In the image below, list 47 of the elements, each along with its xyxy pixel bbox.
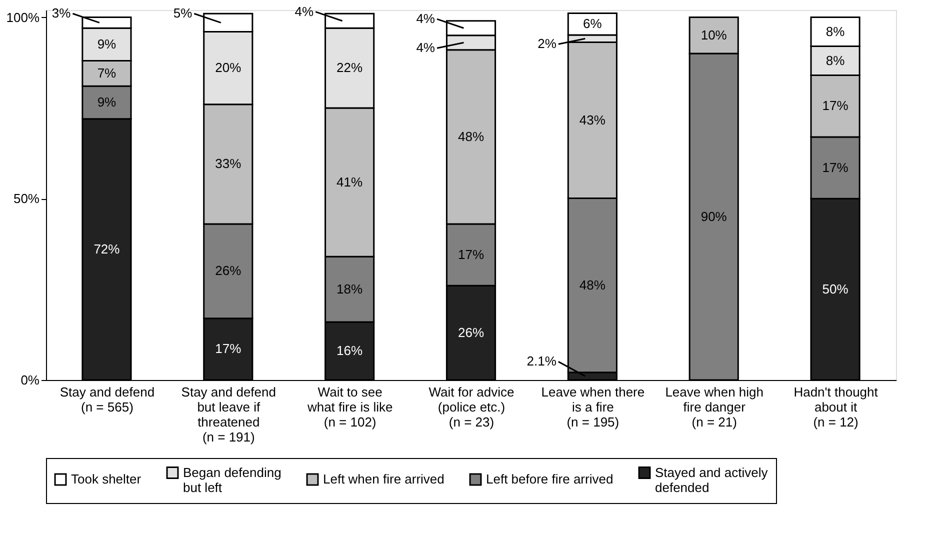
x-tick-label: Stay and defend (n = 565) [60,384,155,414]
data-label: 20% [215,60,242,76]
data-label: 50% [822,281,849,296]
legend-label: Stayed and actively defended [655,464,768,495]
data-label: 48% [458,128,484,144]
data-label: 4% [294,4,314,19]
data-label: 18% [336,281,364,296]
x-tick-label: Leave when high fire danger (n = 21) [665,384,764,430]
data-label: 17% [822,98,849,114]
data-label: 17% [822,160,849,175]
data-label: 26% [215,263,242,278]
data-label: 33% [215,156,242,172]
data-label: 72% [94,241,120,256]
data-label: 16% [336,342,364,358]
data-label: 2% [538,36,557,52]
x-tick-label: Stay and defend but leave if threatened (n = 191) [181,384,276,444]
data-label: 4% [416,11,436,26]
data-label: 10% [700,27,728,42]
x-tick-label: Leave when there is a fire (n = 195) [541,384,645,430]
data-label: 6% [583,16,602,32]
y-tick-label: 50% [13,191,40,206]
data-label: 17% [458,246,484,262]
x-tick-label: Wait to see what fire is like (n = 102) [306,384,393,430]
x-tick-label: Wait for advice (police etc.) (n = 23) [428,384,514,430]
data-label: 4% [416,40,436,56]
legend-label: Began defending but left [183,464,282,495]
data-label: 41% [336,174,364,190]
data-label: 17% [215,341,242,356]
legend-label: Left before fire arrived [486,472,614,487]
data-label: 8% [826,52,846,68]
data-label: 5% [173,6,193,21]
data-label: 7% [97,65,117,80]
data-label: 26% [458,324,484,340]
data-label: 48% [579,277,606,292]
data-label: 2.1% [526,354,557,369]
data-label: 43% [579,112,606,128]
data-label: 22% [336,60,364,76]
data-label: 9% [97,36,117,52]
data-label: 9% [97,94,117,110]
data-label: 90% [700,208,728,224]
data-label: 3% [52,6,72,21]
legend-label: Took shelter [71,472,142,487]
y-tick-label: 0% [20,372,40,388]
y-tick-label: 100% [6,10,40,25]
x-tick-label: Hadn't thought about it (n = 12) [794,384,878,430]
data-label: 8% [826,24,846,39]
legend-label: Left when fire arrived [323,472,444,487]
